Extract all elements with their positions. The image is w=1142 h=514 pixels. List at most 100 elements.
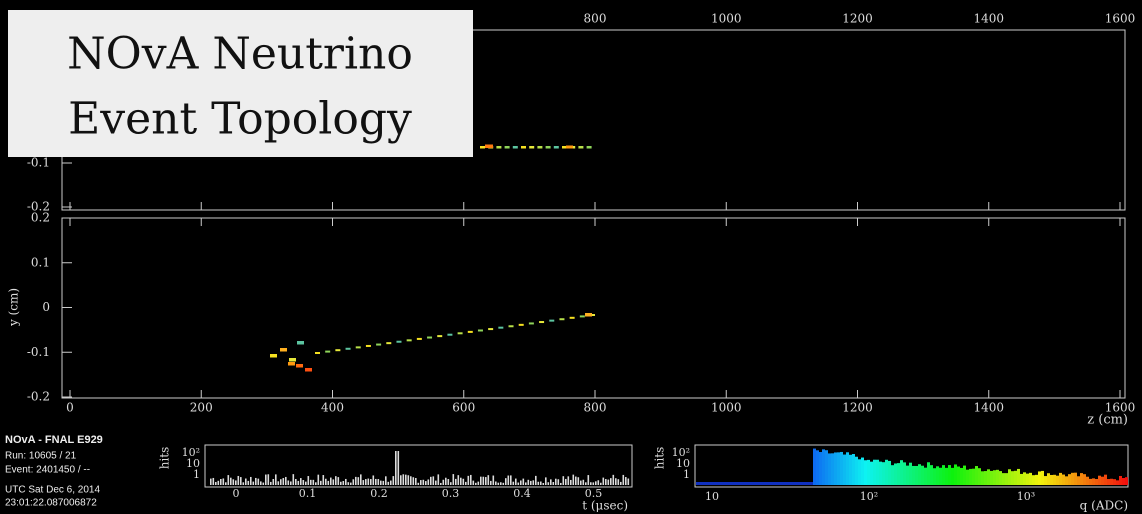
time-bin [520, 480, 522, 485]
time-bin [623, 475, 625, 485]
hit [468, 331, 473, 333]
time-bin [300, 478, 302, 485]
time-bin [455, 479, 457, 485]
x-tick-label: 1200 [842, 12, 873, 26]
time-bin [593, 482, 595, 485]
time-bin [328, 481, 330, 485]
time-bin [320, 481, 322, 485]
hit [270, 354, 277, 358]
time-bin [408, 475, 410, 485]
charge-bin [882, 462, 885, 485]
time-bin [478, 482, 480, 485]
x-tick-label: 10² [860, 490, 878, 503]
time-bin [600, 483, 602, 485]
time-bin [333, 479, 335, 485]
hit [305, 368, 312, 372]
charge-bin [1065, 476, 1068, 485]
time-bin [273, 479, 275, 485]
time-bin [215, 482, 217, 485]
time-bin [433, 476, 435, 485]
time-bin [338, 477, 340, 485]
event: Event: 2401450 / -- [5, 465, 90, 476]
hit [537, 146, 542, 149]
time-bin [580, 481, 582, 485]
time-bin [588, 475, 590, 485]
time-bin [403, 474, 405, 485]
x-tick-label: 1400 [973, 12, 1004, 26]
hit [325, 351, 330, 353]
time-bin [548, 482, 550, 485]
charge-bin [963, 466, 966, 485]
time-bin [378, 479, 380, 485]
charge-bin [1008, 469, 1011, 485]
time-bin [488, 475, 490, 485]
charge-bin [1095, 479, 1098, 485]
hit [296, 364, 303, 368]
time-bin [263, 483, 265, 485]
charge-bin [1044, 476, 1047, 485]
time-bin [615, 478, 617, 485]
hit [496, 146, 501, 149]
charge-bin [1083, 474, 1086, 485]
charge-bin [969, 469, 972, 485]
time-bin [458, 475, 460, 485]
time-bin [533, 480, 535, 485]
time-bin [230, 478, 232, 485]
time-bin [505, 478, 507, 485]
charge-bin [996, 470, 999, 485]
charge-bin [1104, 475, 1107, 485]
hit [539, 321, 544, 323]
time-bin [373, 475, 375, 485]
charge-bin [1107, 479, 1110, 485]
time-bin [295, 479, 297, 485]
hit [386, 342, 391, 344]
hit [509, 325, 514, 327]
charge-bin [1002, 473, 1005, 485]
charge-bin [873, 460, 876, 485]
hit [280, 348, 287, 352]
hit [427, 337, 432, 339]
time-bin [438, 474, 440, 485]
utc-time: 23:01:22.087006872 [5, 498, 97, 509]
time-bin [245, 479, 247, 485]
hit [335, 349, 340, 351]
time-bin [555, 479, 557, 485]
charge-bin [849, 455, 852, 485]
time-bin [535, 476, 537, 485]
charge-bin [1047, 473, 1050, 485]
time-bin [515, 479, 517, 485]
charge-bin [831, 453, 834, 485]
time-bin [223, 478, 225, 485]
time-bin [485, 477, 487, 485]
time-bin [618, 479, 620, 485]
charge-bin [834, 452, 837, 485]
charge-x-label: q (ADC) [1080, 499, 1128, 513]
charge-bin [954, 464, 957, 485]
time-bin [475, 483, 477, 485]
time-bin [283, 478, 285, 485]
time-bin [315, 482, 317, 485]
charge-bin [1050, 475, 1053, 485]
hit [407, 339, 412, 341]
charge-bin [966, 470, 969, 485]
time-bin [523, 479, 525, 485]
time-bin [565, 479, 567, 485]
charge-bin [864, 460, 867, 485]
time-bin [453, 474, 455, 485]
time-bin [388, 482, 390, 485]
time-bin [250, 477, 252, 485]
time-bin [468, 476, 470, 485]
hit [554, 146, 559, 149]
hit [498, 327, 503, 329]
time-bin [498, 483, 500, 485]
charge-bin [858, 459, 861, 485]
time-bin [293, 474, 295, 485]
time-y-label: hits [158, 447, 172, 470]
time-bin [270, 482, 272, 485]
x-tick-label: 1000 [711, 401, 742, 415]
time-bin [305, 482, 307, 485]
title-line: NOvA Neutrino [67, 29, 413, 80]
hit [580, 315, 585, 317]
hit [559, 318, 564, 320]
hit [485, 145, 493, 149]
